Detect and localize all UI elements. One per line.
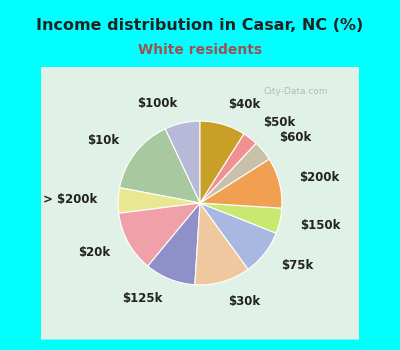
Wedge shape xyxy=(200,203,276,269)
Text: $125k: $125k xyxy=(122,292,162,305)
Wedge shape xyxy=(195,203,248,285)
Text: $30k: $30k xyxy=(228,295,261,308)
Text: $75k: $75k xyxy=(281,259,313,272)
Text: $200k: $200k xyxy=(299,171,340,184)
Wedge shape xyxy=(118,188,200,213)
Text: $150k: $150k xyxy=(300,219,340,232)
Wedge shape xyxy=(200,143,269,203)
Wedge shape xyxy=(120,129,200,203)
Text: $60k: $60k xyxy=(279,131,311,144)
Text: > $200k: > $200k xyxy=(44,193,98,206)
Wedge shape xyxy=(148,203,200,285)
Wedge shape xyxy=(200,203,282,233)
Wedge shape xyxy=(200,134,256,203)
Text: City-Data.com: City-Data.com xyxy=(263,86,328,96)
Text: $10k: $10k xyxy=(87,134,119,147)
Text: Income distribution in Casar, NC (%): Income distribution in Casar, NC (%) xyxy=(36,18,364,33)
Text: $50k: $50k xyxy=(263,116,295,128)
FancyBboxPatch shape xyxy=(41,66,359,340)
Text: $40k: $40k xyxy=(228,98,261,111)
Wedge shape xyxy=(200,121,244,203)
Wedge shape xyxy=(200,159,282,208)
Text: $100k: $100k xyxy=(138,97,178,110)
Text: White residents: White residents xyxy=(138,43,262,57)
Wedge shape xyxy=(119,203,200,266)
Text: $20k: $20k xyxy=(78,246,110,259)
Wedge shape xyxy=(165,121,200,203)
